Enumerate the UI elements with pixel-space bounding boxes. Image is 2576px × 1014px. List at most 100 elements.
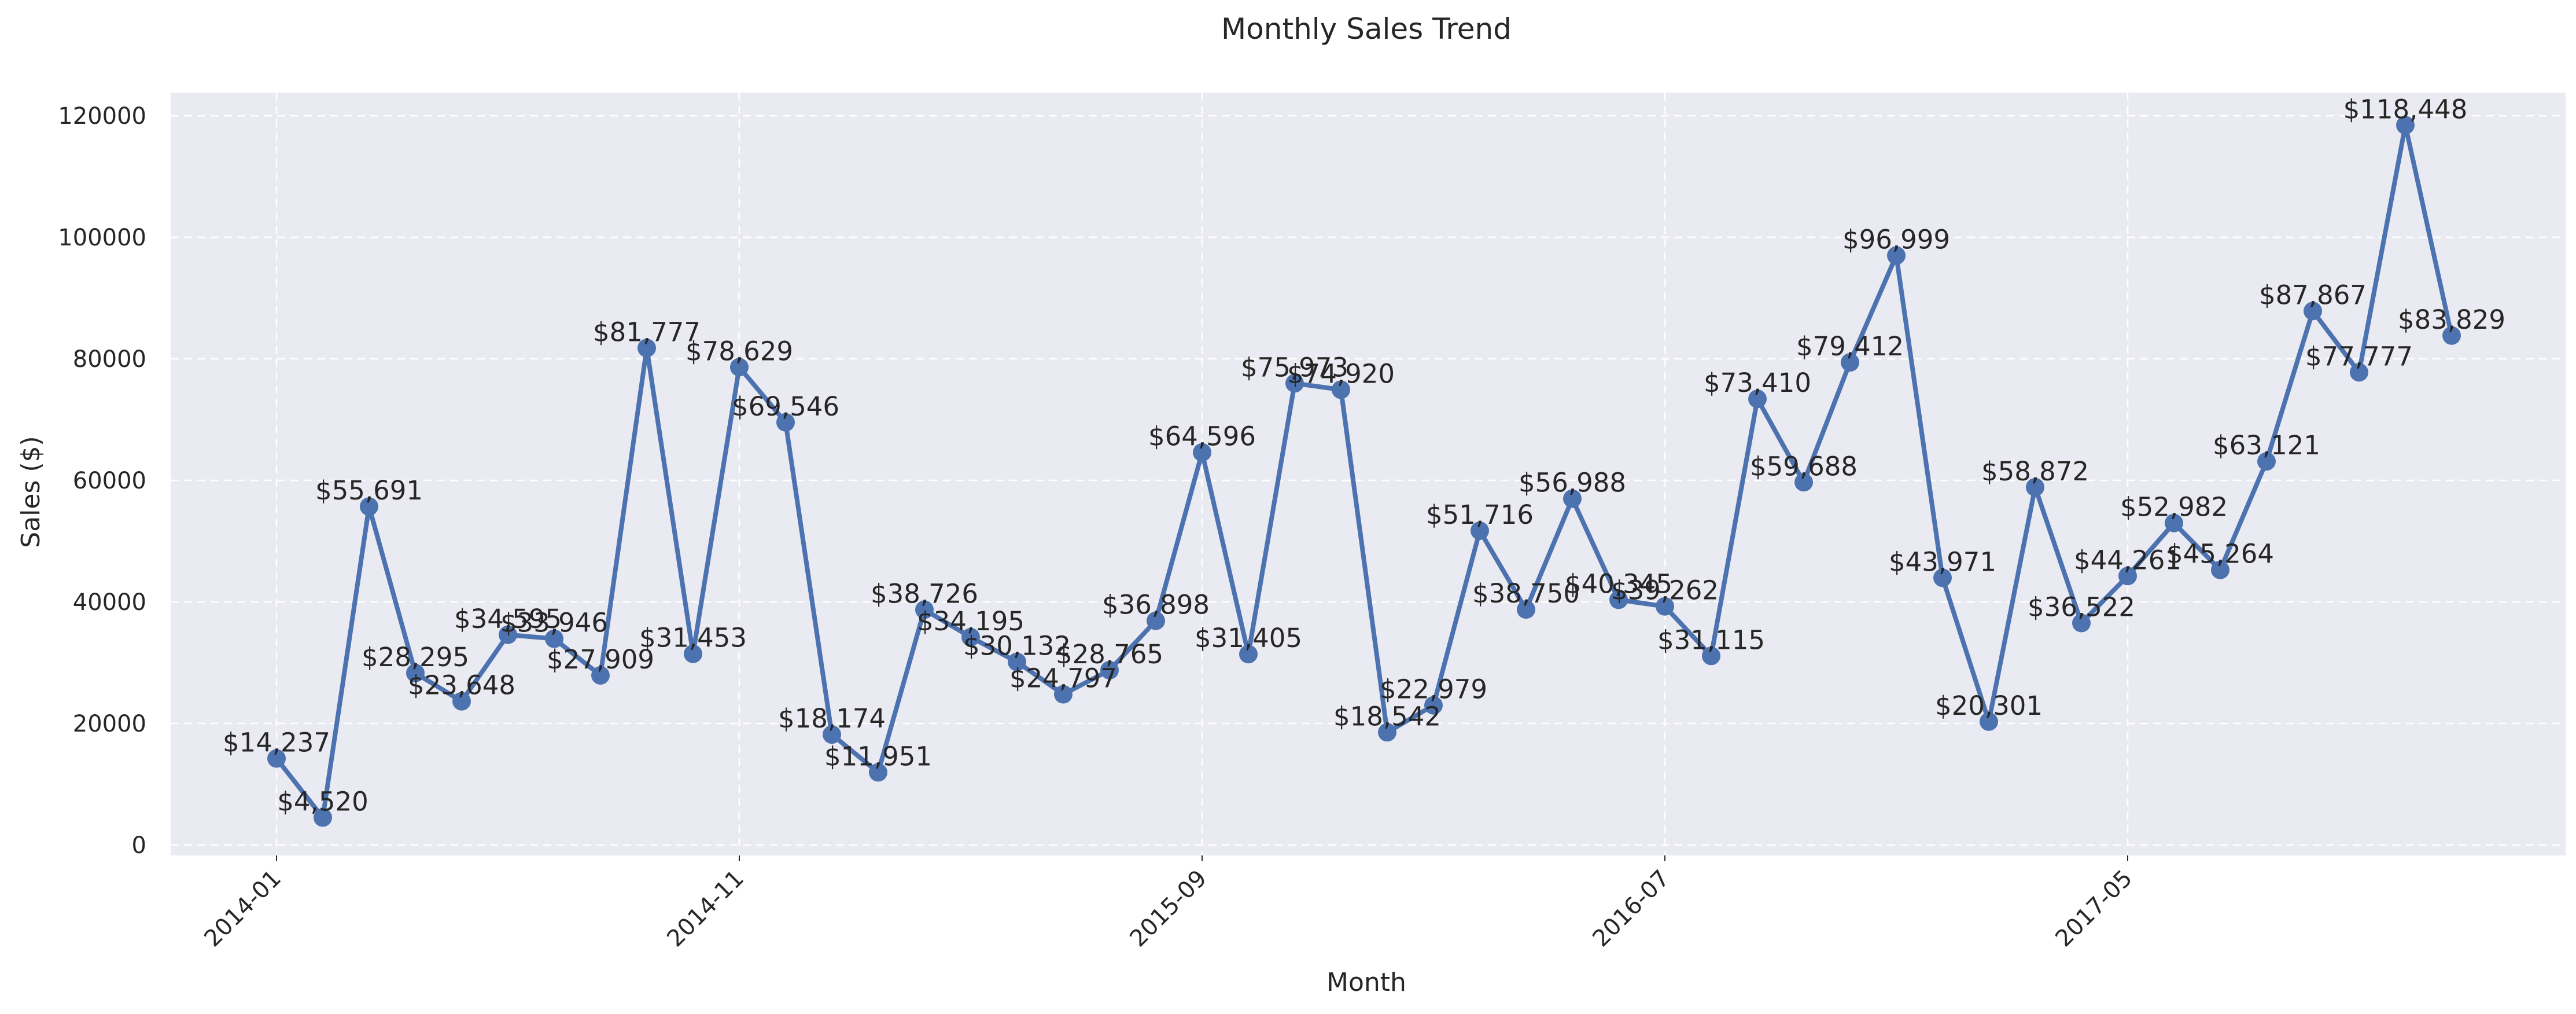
data-point xyxy=(1563,489,1582,508)
data-label: $34,595 xyxy=(454,604,562,634)
series xyxy=(267,116,2461,827)
data-label: $33,946 xyxy=(500,608,608,638)
x-tick-label: 2017-05 xyxy=(2050,865,2138,953)
data-label: $56,988 xyxy=(1519,468,1626,498)
data-label: $43,971 xyxy=(1889,546,1996,577)
data-point xyxy=(1609,590,1628,609)
data-point xyxy=(360,497,378,516)
data-labels: $14,237 $4,520 $55,691 $28,295$23,648 $34,59… xyxy=(223,94,2505,817)
plot-area xyxy=(171,93,2566,855)
data-point xyxy=(1748,390,1767,409)
data-label: $31,453 xyxy=(639,623,747,653)
data-point xyxy=(915,600,934,619)
data-label: $31,405 xyxy=(1195,623,1302,653)
x-tick-label: 2015-09 xyxy=(1125,865,1212,953)
y-tick-label: 120000 xyxy=(58,103,146,130)
sales-line xyxy=(274,123,2454,820)
x-axis-label: Month xyxy=(1326,968,1406,997)
data-label: $31,115 xyxy=(1657,624,1765,655)
data-point xyxy=(2257,452,2276,471)
data-label: $52,982 xyxy=(2120,492,2228,523)
data-point xyxy=(314,808,332,827)
data-label: $64,596 xyxy=(1148,421,1256,452)
data-label: $96,999 xyxy=(1842,225,1950,255)
data-label: $27,909 xyxy=(547,644,654,675)
y-tick-label: 20000 xyxy=(73,711,146,737)
data-point xyxy=(545,629,563,648)
data-label: $78,629 xyxy=(686,336,793,366)
data-label: $36,522 xyxy=(2028,592,2135,623)
data-point xyxy=(684,644,702,663)
data-point xyxy=(1147,611,1165,630)
data-point xyxy=(730,358,749,377)
data-label: $30,132 xyxy=(963,631,1071,662)
data-label: $77,777 xyxy=(2305,341,2413,372)
data-label: $4,520 xyxy=(277,787,368,817)
data-point xyxy=(869,763,887,782)
data-label: $36,898 xyxy=(1102,590,1210,620)
chart-title: Monthly Sales Trend xyxy=(1221,12,1512,46)
data-point xyxy=(2165,513,2183,532)
y-tick-label: 80000 xyxy=(73,346,146,373)
y-tick-label: 60000 xyxy=(73,468,146,494)
data-label: $11,951 xyxy=(824,741,932,772)
data-point xyxy=(499,625,517,644)
data-point xyxy=(2442,326,2461,345)
data-point xyxy=(2396,116,2415,135)
data-label: $34,195 xyxy=(917,606,1024,637)
data-point xyxy=(1285,374,1304,393)
x-tick-label: 2014-01 xyxy=(199,865,286,953)
data-label: $87,867 xyxy=(2259,280,2367,310)
data-point xyxy=(637,339,656,358)
data-point xyxy=(1656,597,1674,616)
data-point xyxy=(1054,685,1073,704)
data-label: $28,295 xyxy=(362,642,469,673)
data-label: $75,973 xyxy=(1241,352,1348,383)
data-point xyxy=(1332,380,1350,399)
data-point xyxy=(267,749,286,768)
data-label: $24,797 xyxy=(1009,663,1117,694)
data-point xyxy=(406,663,425,682)
data-label: $22,979 xyxy=(1380,674,1487,705)
data-point xyxy=(2211,560,2229,579)
data-point xyxy=(1794,473,1813,492)
data-label: $28,765 xyxy=(1056,639,1163,670)
x-tick-label: 2016-07 xyxy=(1587,865,1675,953)
data-label: $20,301 xyxy=(1935,690,2043,721)
data-label: $74,920 xyxy=(1287,358,1395,389)
data-label: $69,546 xyxy=(732,391,839,422)
data-label: $73,410 xyxy=(1704,368,1811,398)
data-label: $59,688 xyxy=(1750,451,1858,482)
data-label: $18,542 xyxy=(1333,701,1441,732)
data-point xyxy=(2304,302,2322,321)
data-point xyxy=(1702,646,1720,666)
data-point xyxy=(823,725,841,744)
data-point xyxy=(961,627,980,646)
data-label: $40,345 xyxy=(1565,568,1672,599)
x-tick-label: 2014-11 xyxy=(662,865,749,953)
data-point xyxy=(2026,477,2044,497)
data-label: $38,726 xyxy=(871,578,978,609)
data-point xyxy=(1887,246,1906,265)
data-label: $58,872 xyxy=(1981,456,2089,487)
data-point xyxy=(1424,696,1443,715)
data-label: $18,174 xyxy=(778,703,886,734)
data-point xyxy=(1471,521,1489,540)
data-point xyxy=(1378,723,1396,742)
data-label: $45,264 xyxy=(2166,539,2274,570)
data-label: $38,750 xyxy=(1472,578,1580,609)
data-point xyxy=(1239,645,1258,664)
data-point xyxy=(2118,567,2137,586)
data-point xyxy=(1933,568,1952,587)
data-label: $14,237 xyxy=(223,728,330,758)
grid xyxy=(171,93,2566,855)
data-label: $23,648 xyxy=(408,670,515,701)
data-label: $51,716 xyxy=(1426,499,1534,530)
data-point xyxy=(1517,600,1535,619)
data-label: $63,121 xyxy=(2213,430,2320,461)
data-point xyxy=(1841,353,1859,372)
data-label: $39,262 xyxy=(1611,575,1719,606)
data-point xyxy=(1100,660,1119,679)
data-point xyxy=(1008,652,1026,671)
